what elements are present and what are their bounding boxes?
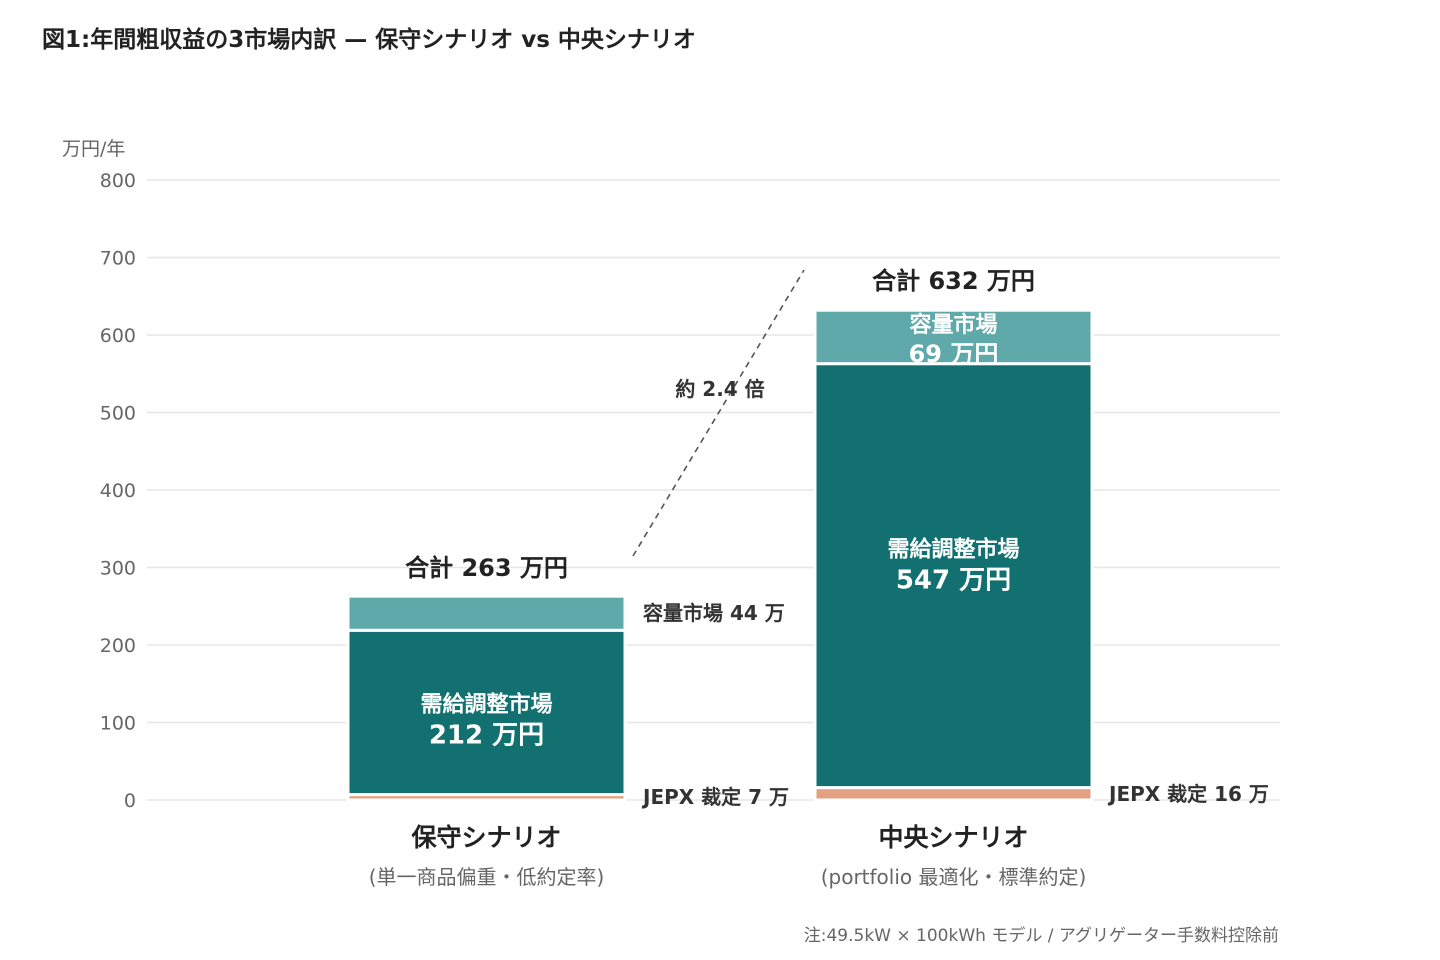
y-tick-label: 200 xyxy=(100,635,136,657)
x-category-subtitle: (portfolio 最適化・標準約定) xyxy=(821,865,1087,889)
y-tick-label: 100 xyxy=(100,713,136,735)
bar-segment-capacity xyxy=(346,594,627,632)
ratio-connector-line xyxy=(632,269,805,557)
total-label: 合計 263 万円 xyxy=(405,554,568,582)
bar-segment-capacity xyxy=(813,308,1094,366)
data-label: 容量市場 xyxy=(909,312,997,338)
total-label: 合計 632 万円 xyxy=(872,267,1035,295)
y-tick-label: 700 xyxy=(100,248,136,270)
data-label: 212 万円 xyxy=(429,720,544,750)
y-tick-label: 600 xyxy=(100,325,136,347)
y-tick-label: 400 xyxy=(100,480,136,502)
x-category-subtitle: (単一商品偏重・低約定率) xyxy=(369,865,605,889)
y-tick-label: 300 xyxy=(100,558,136,580)
x-category-label: 中央シナリオ xyxy=(878,823,1028,852)
y-tick-label: 800 xyxy=(100,170,136,192)
y-tick-label: 0 xyxy=(124,790,136,812)
ratio-annotation: 約 2.4 倍 xyxy=(675,377,764,401)
data-label: 需給調整市場 xyxy=(420,691,552,717)
chart-title: 図1:年間粗収益の3市場内訳 — 保守シナリオ vs 中央シナリオ xyxy=(42,27,696,53)
footnote: 注:49.5kW × 100kWh モデル / アグリゲーター手数料控除前 xyxy=(803,926,1279,946)
data-label: 547 万円 xyxy=(896,566,1011,596)
data-label: JEPX 裁定 7 万 xyxy=(641,785,789,809)
bar-segment-jepx xyxy=(813,786,1094,802)
y-axis-label: 万円/年 xyxy=(62,138,125,160)
data-label: 69 万円 xyxy=(909,340,999,368)
data-label: 需給調整市場 xyxy=(887,537,1019,563)
data-label: 容量市場 44 万 xyxy=(643,601,785,625)
y-tick-label: 500 xyxy=(100,403,136,425)
data-label: JEPX 裁定 16 万 xyxy=(1107,782,1269,806)
x-category-label: 保守シナリオ xyxy=(410,823,561,852)
